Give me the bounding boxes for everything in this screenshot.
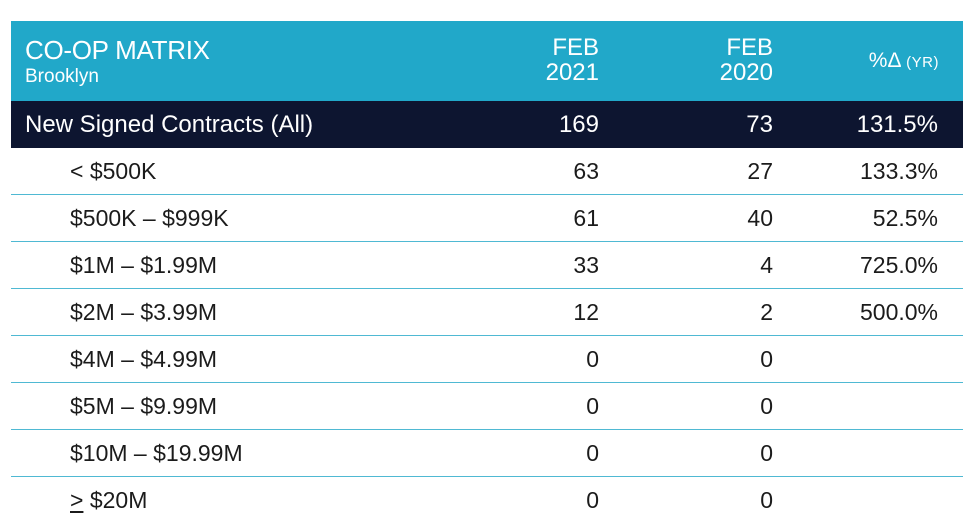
greater-equal-symbol: > [70, 487, 84, 513]
row-feb2021: 0 [586, 440, 599, 466]
table-row: $5M – $9.99M 0 0 [11, 383, 963, 430]
table-row: $1M – $1.99M 33 4 725.0% [11, 242, 963, 289]
total-row: New Signed Contracts (All) 169 73 131.5% [11, 101, 963, 148]
row-label: $10M – $19.99M [70, 440, 243, 466]
row-feb2021: 0 [586, 346, 599, 372]
table-title: CO-OP MATRIX [25, 35, 210, 65]
row-feb2020: 0 [760, 440, 773, 466]
row-feb2020: 0 [760, 487, 773, 513]
table-subtitle: Brooklyn [25, 66, 99, 87]
table-row: $2M – $3.99M 12 2 500.0% [11, 289, 963, 336]
column-header-pct-change: %Δ (YR) [868, 49, 939, 72]
total-feb2020: 73 [746, 111, 773, 138]
row-pct: 52.5% [872, 205, 938, 231]
row-label: > $20M [70, 487, 148, 513]
table-row: < $500K 63 27 133.3% [11, 148, 963, 195]
total-feb2021: 169 [558, 111, 599, 138]
row-pct: 133.3% [859, 158, 938, 184]
row-feb2021: 61 [573, 205, 599, 231]
row-feb2020: 0 [760, 346, 773, 372]
row-feb2021: 63 [573, 158, 599, 184]
row-label: $4M – $4.99M [70, 346, 218, 372]
row-label: $500K – $999K [70, 205, 229, 231]
row-feb2020: 2 [760, 299, 773, 325]
table-row: $10M – $19.99M 0 0 [11, 430, 963, 477]
coop-matrix-table: CO-OP MATRIX Brooklyn FEB 2021 FEB 2020 … [11, 21, 963, 524]
row-feb2020: 4 [760, 252, 773, 278]
row-label: $2M – $3.99M [70, 299, 218, 325]
row-label: $5M – $9.99M [70, 393, 218, 419]
table-header: CO-OP MATRIX Brooklyn FEB 2021 FEB 2020 … [11, 21, 963, 101]
row-feb2020: 27 [747, 158, 773, 184]
column-header-feb-2021: FEB 2021 [545, 34, 599, 86]
row-feb2021: 12 [573, 299, 599, 325]
row-pct: 725.0% [859, 252, 938, 278]
row-feb2021: 0 [586, 487, 599, 513]
row-label: < $500K [70, 158, 157, 184]
row-feb2020: 40 [747, 205, 773, 231]
table-row: $4M – $4.99M 0 0 [11, 336, 963, 383]
table-row: > $20M 0 0 [11, 477, 963, 524]
column-header-feb-2020: FEB 2020 [719, 34, 773, 86]
row-label: $1M – $1.99M [70, 252, 218, 278]
row-feb2021: 0 [586, 393, 599, 419]
total-pct: 131.5% [856, 111, 938, 138]
table-row: $500K – $999K 61 40 52.5% [11, 195, 963, 242]
row-feb2020: 0 [760, 393, 773, 419]
row-feb2021: 33 [573, 252, 599, 278]
total-label: New Signed Contracts (All) [25, 111, 314, 138]
row-pct: 500.0% [859, 299, 938, 325]
